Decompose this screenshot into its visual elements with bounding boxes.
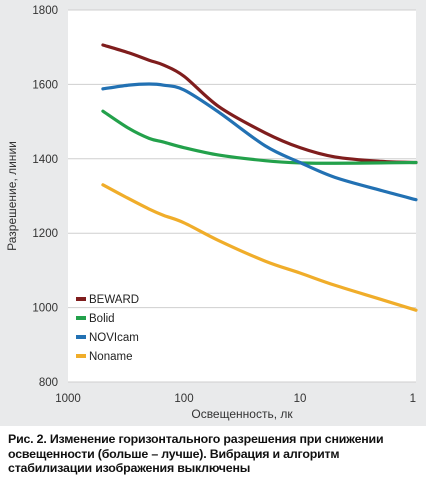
legend: BEWARD Bolid NOVIcam Noname: [76, 294, 139, 363]
y-tick-label: 1200: [32, 228, 58, 240]
series-lines: [101, 43, 418, 312]
x-tick-label: 1: [410, 393, 416, 405]
x-axis: 1000 100 10 1: [55, 393, 416, 405]
legend-label: NOVIcam: [89, 332, 139, 344]
x-tick-label: 10: [294, 393, 307, 405]
y-axis: 800 1000 1200 1400 1600 1800: [32, 5, 58, 389]
y-tick-label: 1800: [32, 5, 58, 17]
y-tick-label: 800: [39, 377, 58, 389]
line-chart: 1000 100 10 1 800 1000 1200 1400 1600 1800 BEWAR…: [5, 5, 418, 421]
x-tick-label: 100: [174, 393, 193, 405]
y-tick-label: 1400: [32, 154, 58, 166]
y-tick-label: 1000: [32, 303, 58, 315]
legend-label: Bolid: [89, 313, 115, 325]
series-line-noname: [101, 183, 418, 312]
figure-caption: Рис. 2. Изменение горизонтального разреш…: [8, 432, 384, 475]
x-axis-title: Освещенность, лк: [191, 407, 293, 421]
series-line-beward: [101, 43, 418, 165]
y-tick-label: 1600: [32, 79, 58, 91]
series-line-novicam: [101, 82, 418, 202]
y-axis-title: Разрешение, линии: [5, 141, 19, 251]
series-line-bolid: [101, 109, 418, 165]
legend-label: BEWARD: [89, 294, 139, 306]
chart-panel: 1000 100 10 1 800 1000 1200 1400 1600 1800 BEWAR…: [0, 0, 426, 426]
plot-area: [68, 10, 416, 382]
x-tick-label: 1000: [55, 393, 81, 405]
legend-label: Noname: [89, 351, 132, 363]
